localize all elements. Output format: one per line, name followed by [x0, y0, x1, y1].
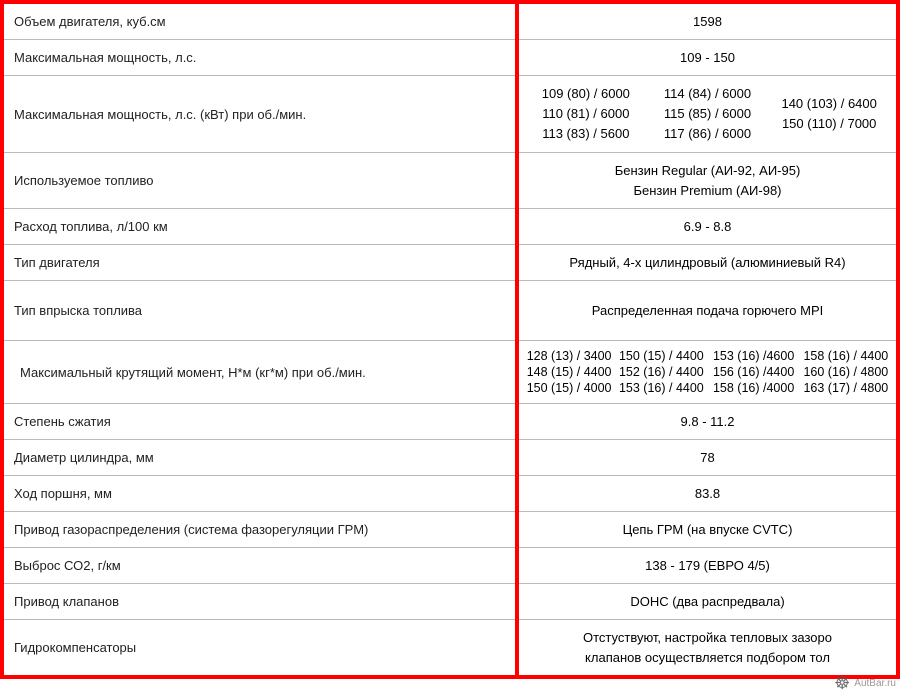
spec-value-multi: Бензин Regular (АИ-92, АИ-95) Бензин Pre… — [517, 153, 896, 209]
spec-table: Объем двигателя, куб.см 1598 Максимальна… — [4, 4, 896, 675]
watermark: ☸ AutBar.ru — [834, 674, 896, 692]
torque-cell: 128 (13) / 3400 — [525, 349, 613, 363]
table-row: Диаметр цилиндра, мм 78 — [4, 440, 896, 476]
torque-cell: 153 (16) / 4400 — [617, 381, 705, 395]
table-row: Привод газораспределения (система фазоре… — [4, 512, 896, 548]
power-cell: 113 (83) / 5600 — [525, 124, 647, 144]
spec-label: Тип двигателя — [4, 245, 517, 281]
torque-cell: 152 (16) / 4400 — [617, 365, 705, 379]
table-row-fuel: Используемое топливо Бензин Regular (АИ-… — [4, 153, 896, 209]
spec-label: Диаметр цилиндра, мм — [4, 440, 517, 476]
spec-label: Выброс СО2, г/км — [4, 548, 517, 584]
spec-value-multi: Отстуствуют, настройка тепловых зазоро к… — [517, 620, 896, 676]
table-row-power-detail: Максимальная мощность, л.с. (кВт) при об… — [4, 76, 896, 153]
spec-value-multi: 109 (80) / 6000 110 (81) / 6000 113 (83)… — [517, 76, 896, 153]
power-cell: 140 (103) / 6400 — [768, 94, 890, 114]
torque-cell: 163 (17) / 4800 — [802, 381, 890, 395]
spec-label: Максимальная мощность, л.с. (кВт) при об… — [4, 76, 517, 153]
spec-label: Расход топлива, л/100 км — [4, 209, 517, 245]
table-row-injection: Тип впрыска топлива Распределенная подач… — [4, 281, 896, 341]
table-row: Расход топлива, л/100 км 6.9 - 8.8 — [4, 209, 896, 245]
spec-label: Ход поршня, мм — [4, 476, 517, 512]
table-row: Максимальная мощность, л.с. 109 - 150 — [4, 40, 896, 76]
spec-value: 9.8 - 11.2 — [517, 404, 896, 440]
hydro-line: Отстуствуют, настройка тепловых зазоро — [525, 628, 890, 648]
torque-cell: 150 (15) / 4000 — [525, 381, 613, 395]
spec-value: 138 - 179 (ЕВРО 4/5) — [517, 548, 896, 584]
table-row: Ход поршня, мм 83.8 — [4, 476, 896, 512]
spec-label: Тип впрыска топлива — [4, 281, 517, 341]
spec-value: 109 - 150 — [517, 40, 896, 76]
power-cell: 110 (81) / 6000 — [525, 104, 647, 124]
torque-cell: 160 (16) / 4800 — [802, 365, 890, 379]
power-col-1: 109 (80) / 6000 110 (81) / 6000 113 (83)… — [525, 84, 647, 144]
spec-label: Степень сжатия — [4, 404, 517, 440]
torque-cell: 156 (16) /4400 — [710, 365, 798, 379]
spec-label: Привод газораспределения (система фазоре… — [4, 512, 517, 548]
torque-cell: 150 (15) / 4400 — [617, 349, 705, 363]
spec-value: 1598 — [517, 4, 896, 40]
power-col-2: 114 (84) / 6000 115 (85) / 6000 117 (86)… — [647, 84, 769, 144]
power-col-3: 140 (103) / 6400 150 (110) / 7000 — [768, 94, 890, 134]
torque-cell: 148 (15) / 4400 — [525, 365, 613, 379]
spec-value: Распределенная подача горючего MPI — [517, 281, 896, 341]
fuel-line: Бензин Premium (АИ-98) — [525, 181, 890, 201]
power-cell: 150 (110) / 7000 — [768, 114, 890, 134]
spec-label: Объем двигателя, куб.см — [4, 4, 517, 40]
table-row: Привод клапанов DOHC (два распредвала) — [4, 584, 896, 620]
spec-label: Гидрокомпенсаторы — [4, 620, 517, 676]
spec-label: Максимальная мощность, л.с. — [4, 40, 517, 76]
power-cell: 114 (84) / 6000 — [647, 84, 769, 104]
spec-value: DOHC (два распредвала) — [517, 584, 896, 620]
table-row: Тип двигателя Рядный, 4-х цилиндровый (а… — [4, 245, 896, 281]
spec-value: 6.9 - 8.8 — [517, 209, 896, 245]
table-row-hydro: Гидрокомпенсаторы Отстуствуют, настройка… — [4, 620, 896, 676]
spec-label: Максимальный крутящий момент, Н*м (кг*м)… — [4, 341, 517, 404]
power-cell: 115 (85) / 6000 — [647, 104, 769, 124]
fuel-line: Бензин Regular (АИ-92, АИ-95) — [525, 161, 890, 181]
spec-value: Рядный, 4-х цилиндровый (алюминиевый R4) — [517, 245, 896, 281]
spec-value: Цепь ГРМ (на впуске CVTC) — [517, 512, 896, 548]
spec-value-grid: 128 (13) / 3400 150 (15) / 4400 153 (16)… — [517, 341, 896, 404]
hydro-line: клапанов осуществляется подбором тол — [525, 648, 890, 668]
spec-label: Привод клапанов — [4, 584, 517, 620]
table-row: Объем двигателя, куб.см 1598 — [4, 4, 896, 40]
spec-table-frame: Объем двигателя, куб.см 1598 Максимальна… — [0, 0, 900, 679]
table-row-torque: Максимальный крутящий момент, Н*м (кг*м)… — [4, 341, 896, 404]
table-row: Степень сжатия 9.8 - 11.2 — [4, 404, 896, 440]
torque-cell: 153 (16) /4600 — [710, 349, 798, 363]
wheel-icon: ☸ — [834, 674, 850, 692]
power-cell: 109 (80) / 6000 — [525, 84, 647, 104]
torque-cell: 158 (16) / 4400 — [802, 349, 890, 363]
spec-value: 78 — [517, 440, 896, 476]
power-cell: 117 (86) / 6000 — [647, 124, 769, 144]
watermark-text: AutBar.ru — [854, 678, 896, 689]
table-row: Выброс СО2, г/км 138 - 179 (ЕВРО 4/5) — [4, 548, 896, 584]
torque-cell: 158 (16) /4000 — [710, 381, 798, 395]
spec-label: Используемое топливо — [4, 153, 517, 209]
spec-value: 83.8 — [517, 476, 896, 512]
